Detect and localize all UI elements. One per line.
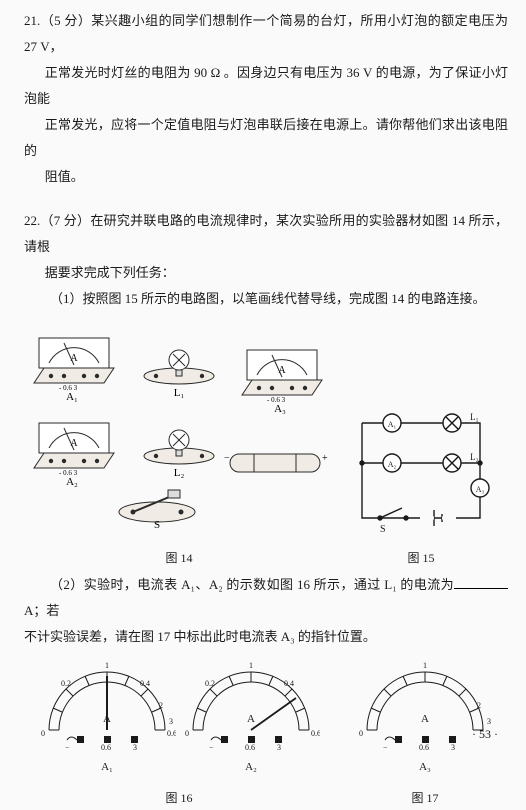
label-l2: L₂ <box>174 467 185 479</box>
svg-text:A: A <box>278 365 286 376</box>
svg-text:S: S <box>380 524 386 535</box>
q22-line2: 据要求完成下列任务： <box>24 260 508 286</box>
figure-16: 00.2 1 0.40.6 23 A <box>38 658 320 810</box>
label-meter-a2: A₂ <box>182 756 320 778</box>
svg-text:0.2: 0.2 <box>205 679 215 688</box>
q21-line1: 21.（5 分）某兴趣小组的同学们想制作一个简易的台灯，所用小灯泡的额定电压为 … <box>24 8 508 60</box>
svg-text:0.6: 0.6 <box>311 729 320 738</box>
fig14-caption: 图 14 <box>165 546 192 570</box>
question-22: 22.（7 分）在研究并联电路的电流规律时，某次实验所用的实验器材如图 14 所… <box>24 208 508 810</box>
label-meter-a1: A₁ <box>38 756 176 778</box>
svg-text:3: 3 <box>133 743 137 750</box>
svg-text:0.4: 0.4 <box>140 679 150 688</box>
figure-14: A - 0.6 3 A₁ L₁ <box>24 318 334 570</box>
svg-text:A: A <box>70 353 78 364</box>
svg-text:A: A <box>247 713 255 725</box>
svg-text:1: 1 <box>105 661 109 670</box>
svg-text:A: A <box>421 713 429 725</box>
svg-text:L₂: L₂ <box>470 452 479 462</box>
label-meter-a3: A₃ <box>419 756 431 778</box>
svg-text:L₁: L₁ <box>470 412 479 422</box>
fig17-caption: 图 17 <box>411 786 438 810</box>
svg-text:0.6: 0.6 <box>101 743 111 750</box>
svg-text:1: 1 <box>423 661 427 670</box>
svg-text:A: A <box>70 438 78 449</box>
label-l1: L₁ <box>174 387 185 399</box>
q22-sub2b: A；若 <box>24 603 59 618</box>
question-21: 21.（5 分）某兴趣小组的同学们想制作一个简易的台灯，所用小灯泡的额定电压为 … <box>24 8 508 190</box>
svg-text:0: 0 <box>41 729 45 738</box>
svg-text:−: − <box>383 743 388 750</box>
svg-text:0.6: 0.6 <box>419 743 429 750</box>
fig16-caption: 图 16 <box>165 786 192 810</box>
svg-text:A₂: A₂ <box>388 460 397 469</box>
svg-text:0.2: 0.2 <box>61 679 71 688</box>
svg-text:−: − <box>209 743 214 750</box>
svg-text:1: 1 <box>249 661 253 670</box>
svg-text:−: − <box>65 743 70 750</box>
meter-a2: 0 0.2 1 0.4 0.6 A 0.6 3 − <box>182 658 320 750</box>
q21-line4: 阻值。 <box>24 164 508 190</box>
svg-text:A₁: A₁ <box>388 420 397 429</box>
label-a1: A₁ <box>66 391 78 403</box>
svg-text:+: + <box>322 453 328 464</box>
fig15-caption: 图 15 <box>407 546 434 570</box>
svg-text:3: 3 <box>277 743 281 750</box>
svg-text:0.6: 0.6 <box>167 729 176 738</box>
svg-text:3: 3 <box>451 743 455 750</box>
svg-text:A₃: A₃ <box>476 485 485 494</box>
apparatus-diagram: A - 0.6 3 A₁ L₁ <box>24 318 334 538</box>
q21-line3: 正常发光，应将一个定值电阻与灯泡串联后接在电源上。请你帮他们求出该电阻的 <box>24 112 508 164</box>
circuit-schematic: A₁ L₁ A₂ L₂ A₃ S <box>342 408 500 538</box>
q22-sub2-line1: （2）实验时，电流表 A₁、A₂ 的示数如图 16 所示，通过 L₁ 的电流为 A… <box>24 572 508 624</box>
q22-line1: 22.（7 分）在研究并联电路的电流规律时，某次实验所用的实验器材如图 14 所… <box>24 208 508 260</box>
svg-text:−: − <box>224 453 230 464</box>
label-a2: A₂ <box>66 476 78 488</box>
figure-row-14-15: A - 0.6 3 A₁ L₁ <box>24 318 508 570</box>
figure-row-16-17: 00.2 1 0.40.6 23 A <box>24 658 508 810</box>
label-s: S <box>154 519 160 531</box>
svg-text:2: 2 <box>159 701 163 710</box>
blank-current <box>454 576 508 589</box>
label-a3: A₃ <box>274 403 286 415</box>
page-number: · 53 · <box>472 722 498 746</box>
svg-text:0: 0 <box>185 729 189 738</box>
meter-a1: 00.2 1 0.40.6 23 A <box>38 658 176 750</box>
svg-text:0.6: 0.6 <box>245 743 255 750</box>
q22-sub2a: （2）实验时，电流表 A₁、A₂ 的示数如图 16 所示，通过 L₁ 的电流为 <box>50 577 454 592</box>
q21-line2: 正常发光时灯丝的电阻为 90 Ω 。因身边只有电压为 36 V 的电源，为了保证… <box>24 60 508 112</box>
q22-sub2-line2: 不计实验误差，请在图 17 中标出此时电流表 A₃ 的指针位置。 <box>24 624 508 650</box>
q22-sub1: （1）按照图 15 所示的电路图，以笔画线代替导线，完成图 14 的电路连接。 <box>24 286 508 312</box>
svg-text:0.4: 0.4 <box>284 679 294 688</box>
svg-text:0: 0 <box>359 729 363 738</box>
svg-text:3: 3 <box>169 717 173 726</box>
svg-text:2: 2 <box>477 701 481 710</box>
figure-15: A₁ L₁ A₂ L₂ A₃ S <box>342 408 500 570</box>
